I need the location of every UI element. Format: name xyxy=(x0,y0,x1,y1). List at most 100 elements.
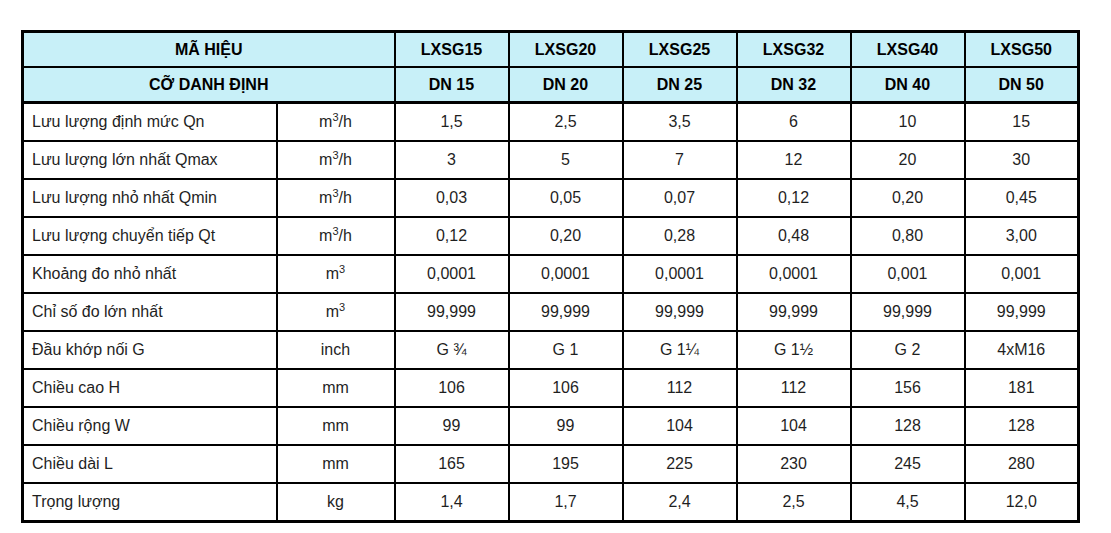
value-cell: 99,999 xyxy=(737,293,851,331)
col-header-dn: DN 15 xyxy=(395,67,509,103)
header-nominal-size-label: CỠ DANH ĐỊNH xyxy=(23,67,395,103)
value-cell: 99,999 xyxy=(509,293,623,331)
header-row-model: MÃ HIỆU LXSG15 LXSG20 LXSG25 LXSG32 LXSG… xyxy=(23,32,1079,68)
row-label: Chiều rộng W xyxy=(23,407,277,445)
col-header-model: LXSG32 xyxy=(737,32,851,68)
value-cell: 0,0001 xyxy=(395,255,509,293)
unit-exponent: 3 xyxy=(339,301,345,313)
value-cell: 165 xyxy=(395,445,509,483)
unit-base: m xyxy=(319,189,332,206)
value-cell: 225 xyxy=(623,445,737,483)
value-cell: 195 xyxy=(509,445,623,483)
value-cell: 1,5 xyxy=(395,103,509,142)
value-cell: 99,999 xyxy=(623,293,737,331)
unit-base: m xyxy=(319,151,332,168)
value-cell: 4xM16 xyxy=(965,331,1079,369)
value-cell: 10 xyxy=(851,103,965,142)
row-label: Lưu lượng chuyển tiếp Qt xyxy=(23,217,277,255)
unit-suffix: /h xyxy=(339,227,352,244)
value-cell: 0,12 xyxy=(395,217,509,255)
spec-table: MÃ HIỆU LXSG15 LXSG20 LXSG25 LXSG32 LXSG… xyxy=(21,30,1080,523)
unit-cell: m3/h xyxy=(277,141,395,179)
unit-cell: m3 xyxy=(277,255,395,293)
value-cell: G 1 xyxy=(509,331,623,369)
table-row-max-reading: Chỉ số đo lớn nhất m3 99,999 99,999 99,9… xyxy=(23,293,1079,331)
table-row-qmin: Lưu lượng nhỏ nhất Qmin m3/h 0,03 0,05 0… xyxy=(23,179,1079,217)
col-header-dn: DN 32 xyxy=(737,67,851,103)
unit-base: m xyxy=(326,303,339,320)
value-cell: 2,5 xyxy=(509,103,623,142)
header-row-nominal-size: CỠ DANH ĐỊNH DN 15 DN 20 DN 25 DN 32 DN … xyxy=(23,67,1079,103)
value-cell: 5 xyxy=(509,141,623,179)
value-cell: 30 xyxy=(965,141,1079,179)
value-cell: 230 xyxy=(737,445,851,483)
value-cell: 156 xyxy=(851,369,965,407)
unit-cell: mm xyxy=(277,407,395,445)
value-cell: 0,001 xyxy=(965,255,1079,293)
value-cell: 12,0 xyxy=(965,483,1079,522)
unit-base: mm xyxy=(322,455,349,472)
unit-cell: mm xyxy=(277,369,395,407)
table-row-qmax: Lưu lượng lớn nhất Qmax m3/h 3 5 7 12 20… xyxy=(23,141,1079,179)
value-cell: 245 xyxy=(851,445,965,483)
value-cell: 99 xyxy=(509,407,623,445)
col-header-dn: DN 20 xyxy=(509,67,623,103)
value-cell: G 2 xyxy=(851,331,965,369)
table-row-qn: Lưu lượng định mức Qn m3/h 1,5 2,5 3,5 6… xyxy=(23,103,1079,142)
unit-cell: m3 xyxy=(277,293,395,331)
value-cell: 0,80 xyxy=(851,217,965,255)
col-header-dn: DN 50 xyxy=(965,67,1079,103)
unit-cell: m3/h xyxy=(277,217,395,255)
row-label: Chiều cao H xyxy=(23,369,277,407)
value-cell: 0,05 xyxy=(509,179,623,217)
value-cell: 1,4 xyxy=(395,483,509,522)
row-label: Chiều dài L xyxy=(23,445,277,483)
unit-cell: inch xyxy=(277,331,395,369)
value-cell: 99,999 xyxy=(395,293,509,331)
value-cell: 128 xyxy=(851,407,965,445)
value-cell: 106 xyxy=(395,369,509,407)
row-label: Khoảng đo nhỏ nhất xyxy=(23,255,277,293)
col-header-model: LXSG25 xyxy=(623,32,737,68)
value-cell: 104 xyxy=(623,407,737,445)
value-cell: 0,20 xyxy=(851,179,965,217)
value-cell: 20 xyxy=(851,141,965,179)
value-cell: 6 xyxy=(737,103,851,142)
value-cell: 0,07 xyxy=(623,179,737,217)
value-cell: 104 xyxy=(737,407,851,445)
table-row-height: Chiều cao H mm 106 106 112 112 156 181 xyxy=(23,369,1079,407)
col-header-dn: DN 25 xyxy=(623,67,737,103)
unit-suffix: /h xyxy=(339,113,352,130)
value-cell: 15 xyxy=(965,103,1079,142)
unit-base: inch xyxy=(321,341,350,358)
row-label: Lưu lượng nhỏ nhất Qmin xyxy=(23,179,277,217)
unit-base: m xyxy=(319,113,332,130)
value-cell: 3 xyxy=(395,141,509,179)
col-header-dn: DN 40 xyxy=(851,67,965,103)
value-cell: 0,45 xyxy=(965,179,1079,217)
table-row-connector: Đầu khớp nối G inch G ¾ G 1 G 1¼ G 1½ G … xyxy=(23,331,1079,369)
col-header-model: LXSG20 xyxy=(509,32,623,68)
unit-cell: mm xyxy=(277,445,395,483)
row-label: Chỉ số đo lớn nhất xyxy=(23,293,277,331)
col-header-model: LXSG15 xyxy=(395,32,509,68)
value-cell: 99,999 xyxy=(851,293,965,331)
value-cell: 0,48 xyxy=(737,217,851,255)
row-label: Lưu lượng định mức Qn xyxy=(23,103,277,142)
value-cell: 7 xyxy=(623,141,737,179)
unit-base: kg xyxy=(327,493,344,510)
table-row-length: Chiều dài L mm 165 195 225 230 245 280 xyxy=(23,445,1079,483)
table-row-width: Chiều rộng W mm 99 99 104 104 128 128 xyxy=(23,407,1079,445)
value-cell: G 1¼ xyxy=(623,331,737,369)
value-cell: G 1½ xyxy=(737,331,851,369)
value-cell: 0,001 xyxy=(851,255,965,293)
table-row-qt: Lưu lượng chuyển tiếp Qt m3/h 0,12 0,20 … xyxy=(23,217,1079,255)
value-cell: 3,00 xyxy=(965,217,1079,255)
value-cell: 2,4 xyxy=(623,483,737,522)
value-cell: 2,5 xyxy=(737,483,851,522)
row-label: Lưu lượng lớn nhất Qmax xyxy=(23,141,277,179)
value-cell: 1,7 xyxy=(509,483,623,522)
value-cell: 0,0001 xyxy=(623,255,737,293)
value-cell: G ¾ xyxy=(395,331,509,369)
value-cell: 3,5 xyxy=(623,103,737,142)
